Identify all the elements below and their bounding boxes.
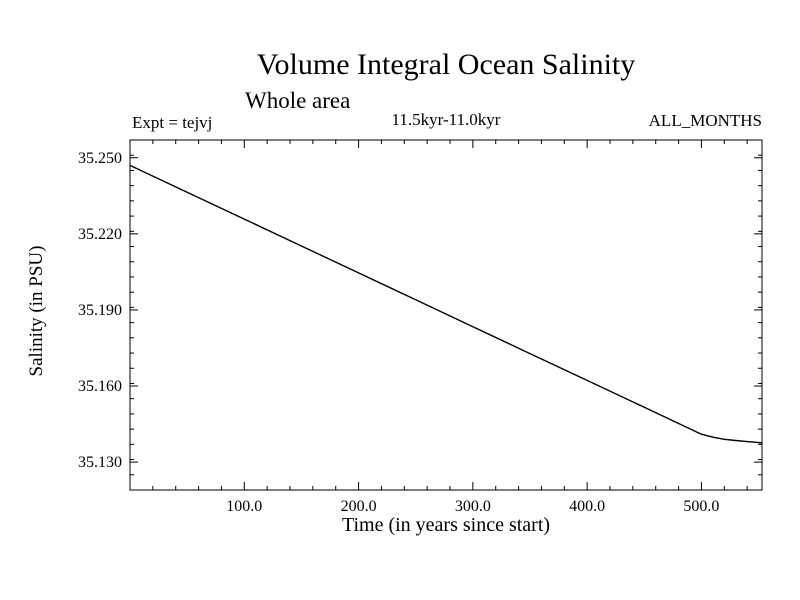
- x-tick-label: 400.0: [569, 498, 605, 515]
- salinity-line: [129, 164, 763, 444]
- x-tick-label: 200.0: [341, 498, 377, 515]
- x-tick-label: 100.0: [226, 498, 262, 515]
- axis-frame: [129, 139, 763, 491]
- period-label: 11.5kyr-11.0kyr: [391, 110, 501, 129]
- y-tick-label: 35.190: [78, 302, 122, 319]
- chart-subtitle: Whole area: [245, 88, 351, 113]
- x-tick-label: 300.0: [455, 498, 491, 515]
- experiment-label: Expt = tejvj: [132, 113, 213, 132]
- x-tick-label: 500.0: [683, 498, 719, 515]
- y-tick-label: 35.220: [78, 226, 122, 243]
- chart-title: Volume Integral Ocean Salinity: [256, 48, 636, 81]
- y-tick-label: 35.160: [78, 378, 122, 395]
- y-tick-label: 35.250: [78, 150, 122, 167]
- months-label: ALL_MONTHS: [648, 111, 762, 130]
- x-axis-label: Time (in years since start): [341, 514, 551, 536]
- y-tick-label: 35.130: [78, 454, 122, 471]
